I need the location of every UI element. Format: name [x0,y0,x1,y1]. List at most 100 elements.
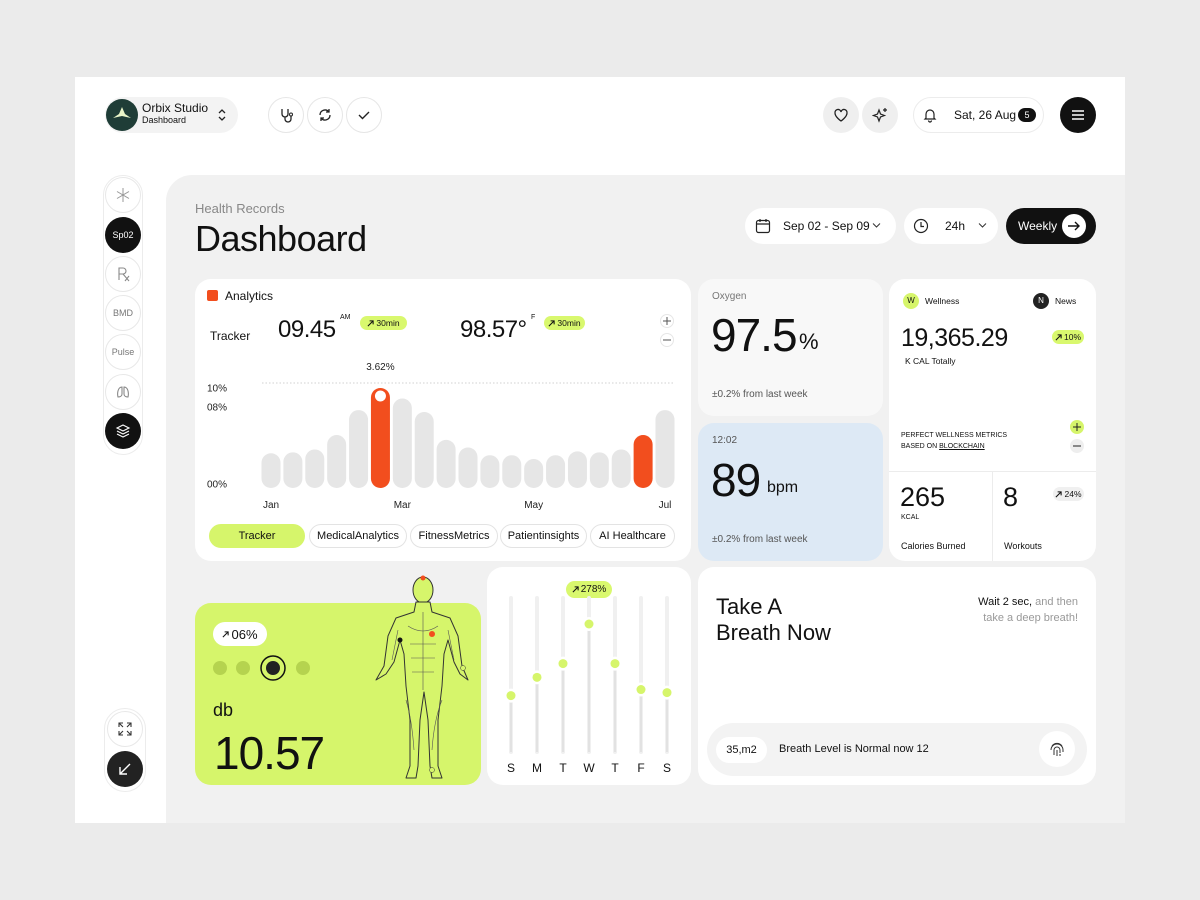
wellness-tab-badge[interactable]: N [1033,293,1049,309]
sound-value: 10.57 [214,727,325,779]
brand-name: Orbix Studio [142,101,209,115]
fingerprint-button[interactable] [1039,731,1075,767]
calories-unit: KCAL [901,514,920,521]
wellness-note: PERFECT WELLNESS METRICS [901,432,1008,439]
badge-text: 30min [557,318,581,328]
brand-logo [106,99,138,131]
sound-unit: db [213,700,234,720]
zoom-in-button[interactable] [660,314,674,328]
sidebar-item[interactable]: Sp02 [105,217,141,253]
wellness-tab-badge[interactable]: W [903,293,919,309]
analytics-tab[interactable]: FitnessMetrics [410,524,498,548]
analytics-tab[interactable]: Tracker [209,524,305,548]
tracker-label: Tracker [210,329,251,343]
chevron-icon [872,223,881,228]
workouts-badge: 24% [1053,487,1084,501]
wellness-total: 19,365.29 [901,324,1008,352]
date-range-filter[interactable] [745,208,896,244]
arrow-up-icon [572,586,579,593]
analytics-tab[interactable]: Patientinsights [500,524,587,548]
workouts-label: Workouts [1004,541,1042,551]
remove-button[interactable] [1070,439,1084,453]
calories-value: 265 [900,482,946,512]
heart-value: 89 [711,454,761,506]
expand-button[interactable] [107,711,143,747]
breath-hint: Wait 2 sec, and then take a deep breath! [962,594,1078,626]
body-figure [375,575,469,779]
wellness-badge: 10% [1052,330,1084,344]
note-link[interactable]: BLOCKCHAIN [939,443,985,450]
badge-text: 30min [376,318,400,328]
stethoscope-button[interactable] [268,97,304,133]
workouts-value: 8 [1003,482,1019,512]
badge-text: 06% [231,626,258,642]
current-date: Sat, 26 Aug [954,108,1017,122]
arrow-up-icon [1055,333,1062,340]
zoom-out-button[interactable] [660,333,674,347]
heart-rate-card [698,423,883,561]
chevron-icon [978,223,987,228]
arrow-icon [1062,214,1086,238]
calories-label: Calories Burned [901,541,966,551]
check-button[interactable] [346,97,382,133]
metric-value: 09.45 [278,316,336,343]
arrow-up-icon [222,630,230,637]
sound-level-dots [213,655,310,681]
analytics-title: Analytics [225,289,274,303]
wellness-total-label: K CAL Totally [905,356,956,366]
weekly-badge: 278% [566,581,612,598]
analytics-card [195,279,691,561]
breath-title: Take A [716,594,783,619]
breath-status-bar [707,723,1087,776]
oxygen-value: 97.5 [711,309,798,361]
period-filter[interactable] [904,208,998,244]
sidebar-layers[interactable] [105,413,141,449]
wellness-tab[interactable]: Wellness [925,296,960,306]
add-button[interactable] [1070,420,1084,434]
note-prefix: BASED ON [901,443,938,450]
date-range: Sep 02 - Sep 09 [783,219,870,233]
metric-badge: 30min [544,316,585,330]
chevron-icon [218,109,226,121]
breath-title: Breath Now [716,620,831,645]
heart-change: ±0.2% from last week [712,534,808,545]
badge-text: 10% [1063,332,1081,342]
oxygen-unit: % [799,329,819,354]
analytics-tab[interactable]: MedicalAnalytics [309,524,407,548]
metric-suffix: AM [340,314,351,321]
calendar-icon [755,219,771,234]
ai-button[interactable] [862,97,898,133]
sidebar-asterisk[interactable] [105,177,141,213]
oxygen-card [698,279,883,416]
menu-button[interactable] [1060,97,1096,133]
metric-value: 98.57° [460,316,527,343]
oxygen-change: ±0.2% from last week [712,389,808,400]
clock-icon [913,218,929,234]
wellness-tab[interactable]: News [1055,296,1077,306]
arrow-up-icon [367,319,375,326]
page-title: Dashboard [195,218,367,259]
bell-icon [923,109,937,123]
breath-area: 35,m2 [716,737,767,763]
analytics-tab[interactable]: AI Healthcare [590,524,675,548]
sidebar-lungs[interactable] [105,374,141,410]
date-pill[interactable] [913,97,1044,133]
divider [992,471,993,561]
arrow-up-icon [548,319,556,326]
sync-button[interactable] [307,97,343,133]
collapse-button[interactable] [107,751,143,787]
oxygen-label: Oxygen [712,291,747,302]
sidebar-rx[interactable] [105,256,141,292]
metric-badge: 30min [360,316,407,330]
heart-time: 12:02 [712,435,738,446]
heart-unit: bpm [767,479,799,496]
favorite-button[interactable] [823,97,859,133]
metric-suffix: F [531,314,536,321]
weekly-card [487,567,691,785]
sidebar-item[interactable]: BMD [105,295,141,331]
sidebar-item[interactable]: Pulse [105,334,141,370]
period: 24h [945,219,966,233]
breath-status: Breath Level is Normal now 12 [779,743,929,755]
